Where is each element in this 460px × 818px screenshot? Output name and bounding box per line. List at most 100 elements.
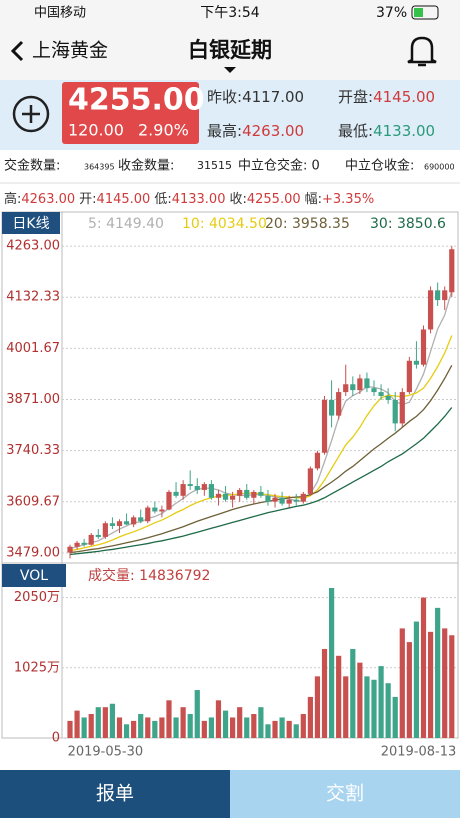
bell[interactable] bbox=[407, 36, 437, 67]
nav-title[interactable]: 白银延期 bbox=[188, 38, 272, 62]
y-tick-label: 4263.00 bbox=[6, 239, 60, 254]
back-arrow[interactable] bbox=[10, 40, 24, 62]
legend-entry: 30: 3850.6 bbox=[370, 216, 446, 232]
battery bbox=[411, 5, 439, 20]
dropdown bbox=[224, 67, 236, 73]
candle-body bbox=[364, 378, 370, 389]
change: 120.00 bbox=[68, 121, 124, 140]
candle-body bbox=[435, 290, 441, 301]
candle-body bbox=[145, 507, 151, 522]
candle-body bbox=[131, 517, 137, 525]
back-label[interactable]: 上海黄金 bbox=[32, 40, 108, 62]
volume-bar bbox=[413, 621, 420, 738]
volume-bar bbox=[420, 597, 427, 738]
candle-body bbox=[371, 388, 377, 393]
volume-bar bbox=[95, 707, 101, 738]
y-tick-label: 2050万 bbox=[14, 590, 60, 605]
candle-body bbox=[286, 499, 292, 504]
vol-subtitle: 成交量: 14836792 bbox=[88, 567, 210, 584]
candle-body bbox=[293, 499, 299, 502]
candle-body bbox=[336, 392, 342, 416]
volume-bar bbox=[385, 683, 391, 738]
volume-bar bbox=[314, 676, 321, 738]
value: 4145.00 bbox=[373, 88, 435, 106]
value: 4117.00 bbox=[242, 88, 304, 106]
y-tick-label: 0 bbox=[52, 731, 60, 746]
candle-body bbox=[180, 484, 186, 496]
value: 4263.00 bbox=[21, 192, 75, 207]
candle-body bbox=[307, 468, 313, 494]
volume-bar bbox=[109, 703, 116, 738]
volume-bar bbox=[166, 700, 172, 738]
ma-line bbox=[69, 335, 453, 552]
price: 4255.00 bbox=[68, 83, 205, 118]
candle-body bbox=[152, 507, 158, 512]
volume-bar bbox=[300, 714, 306, 738]
volume-bar bbox=[152, 720, 158, 738]
candle-body bbox=[159, 509, 165, 512]
candle-body bbox=[449, 249, 455, 293]
low: 最低:4133.00 bbox=[338, 122, 435, 140]
candle-body bbox=[244, 489, 250, 498]
plot: 3479.00 3609.67 3740.33 3871.00 4001.67 4132.… bbox=[6, 216, 458, 760]
button[interactable] bbox=[0, 770, 230, 818]
volume-bar bbox=[265, 724, 271, 738]
volume-bar bbox=[230, 717, 236, 738]
volume-bar bbox=[138, 714, 144, 738]
y-tick-label: 3740.33 bbox=[6, 443, 60, 458]
volume-bar bbox=[215, 700, 222, 738]
summary: 高:4263.00 开:4145.00 低:4133.00 收:4255.00 幅:+3… bbox=[4, 191, 374, 207]
candle-body bbox=[420, 329, 427, 365]
volume-bar bbox=[286, 720, 292, 738]
volume-bar bbox=[321, 648, 328, 738]
legend-entry: 5: 4149.40 bbox=[88, 216, 164, 232]
value: 4145.00 bbox=[97, 192, 151, 207]
candle-body bbox=[314, 452, 321, 469]
y-tick-label: 4001.67 bbox=[6, 341, 60, 356]
volume-bar bbox=[307, 696, 313, 738]
candle-body bbox=[328, 399, 335, 416]
candle-body bbox=[116, 521, 123, 526]
volume-bar bbox=[399, 628, 405, 738]
neutral-deliver: 中立仓交金: 0 bbox=[238, 158, 320, 174]
candle-body bbox=[399, 392, 405, 424]
button-label[interactable]: 报单 bbox=[96, 783, 134, 805]
label: 最高: bbox=[207, 122, 242, 140]
label: 幅: bbox=[305, 192, 322, 207]
volume-bar bbox=[201, 720, 207, 738]
volume-bar bbox=[442, 628, 448, 738]
neutral-receive-label: 中立仓收金: bbox=[345, 158, 414, 174]
volume-bar bbox=[328, 588, 335, 738]
volume-bar bbox=[74, 710, 80, 738]
candle-body bbox=[173, 491, 179, 496]
candle-body bbox=[215, 493, 222, 498]
receive-label: 收金数量: bbox=[118, 158, 174, 174]
candle-body bbox=[378, 392, 384, 397]
volume-bar bbox=[131, 720, 137, 738]
label: 开: bbox=[79, 192, 96, 207]
button-label[interactable]: 交割 bbox=[326, 783, 364, 805]
prev-close: 昨收:4117.00 bbox=[207, 88, 304, 106]
candle-body bbox=[265, 495, 271, 502]
volume-bar bbox=[378, 666, 384, 738]
volume-bar bbox=[336, 655, 342, 738]
volume-bar bbox=[159, 717, 165, 738]
button[interactable] bbox=[230, 770, 460, 818]
candle-body bbox=[413, 360, 420, 365]
candle-body bbox=[208, 484, 214, 498]
add-button[interactable] bbox=[12, 95, 50, 133]
legend-entry: 10: 4034.50 bbox=[182, 216, 267, 232]
candle-body bbox=[279, 497, 285, 504]
candle-body bbox=[95, 534, 101, 537]
volume-bar bbox=[123, 724, 130, 738]
label: 收: bbox=[229, 192, 246, 207]
volume-bar bbox=[88, 714, 94, 738]
volume-bar bbox=[237, 707, 243, 738]
label: 最低: bbox=[338, 122, 373, 140]
battery-text: 37% bbox=[376, 5, 407, 21]
plus bbox=[22, 105, 40, 123]
volume-bar bbox=[116, 717, 123, 738]
volume-bar bbox=[102, 707, 108, 738]
header-bg bbox=[0, 0, 460, 80]
